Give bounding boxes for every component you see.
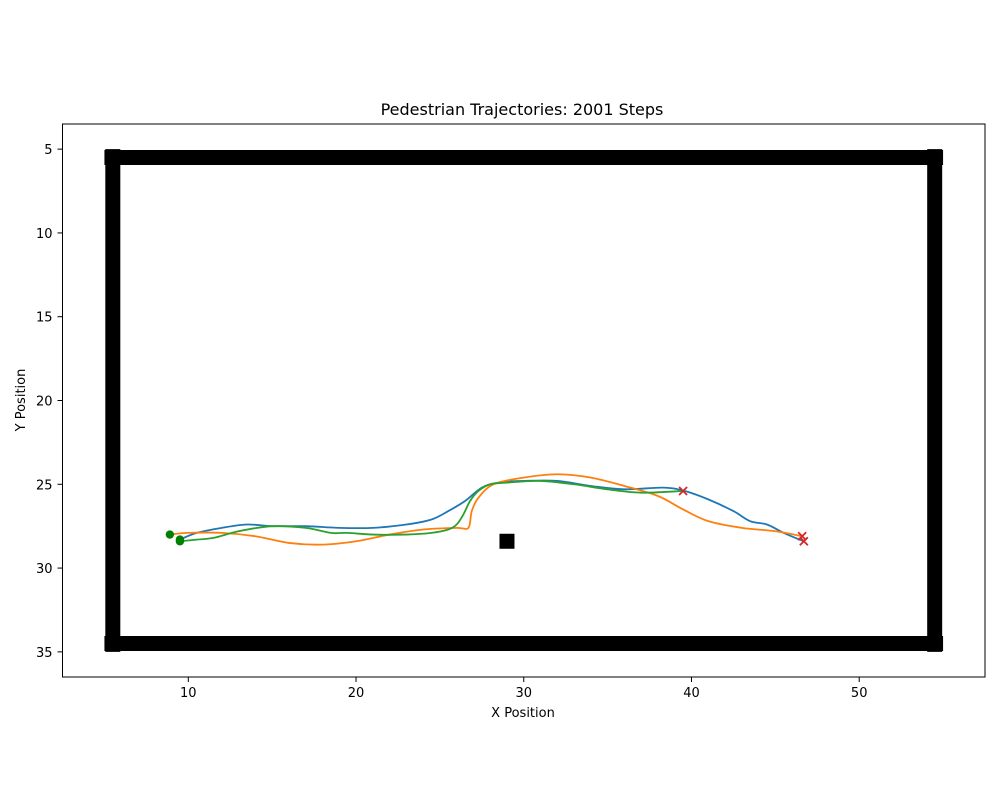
y-tick-label: 15 xyxy=(36,311,53,326)
x-tick-label: 50 xyxy=(851,686,868,701)
obstacles-layer xyxy=(499,533,515,549)
plot-area xyxy=(62,123,986,678)
y-tick-label: 25 xyxy=(36,478,53,493)
start-marker-2 xyxy=(175,537,185,546)
x-tick-label: 20 xyxy=(348,686,365,701)
trajectory-line-2 xyxy=(179,480,684,543)
y-tick-label: 30 xyxy=(36,562,53,577)
y-tick-label: 10 xyxy=(36,227,53,242)
walls-layer xyxy=(104,149,944,652)
start-marker-1 xyxy=(165,530,175,539)
trajectory-line-1 xyxy=(169,473,803,546)
x-axis-label: X Position xyxy=(491,706,555,721)
end-marker-0 xyxy=(799,536,809,546)
y-axis-ticks: 5 10 15 20 25 30 35 xyxy=(36,143,63,661)
y-tick-label: 35 xyxy=(36,646,53,661)
x-tick-label: 10 xyxy=(180,686,197,701)
plot-background xyxy=(62,124,985,677)
x-tick-label: 40 xyxy=(683,686,700,701)
obstacle-0 xyxy=(499,533,515,549)
end-marker-1 xyxy=(797,531,807,541)
y-axis-label: Y Position xyxy=(14,369,29,433)
chart-title: Pedestrian Trajectories: 2001 Steps xyxy=(381,100,664,119)
end-marker-2 xyxy=(678,486,688,496)
y-tick-label: 20 xyxy=(36,395,53,410)
y-tick-label: 5 xyxy=(44,143,52,158)
x-axis-ticks: 10 20 30 40 50 xyxy=(180,677,867,701)
series-layer xyxy=(169,473,805,546)
markers-layer xyxy=(165,486,809,546)
x-tick-label: 30 xyxy=(515,686,532,701)
